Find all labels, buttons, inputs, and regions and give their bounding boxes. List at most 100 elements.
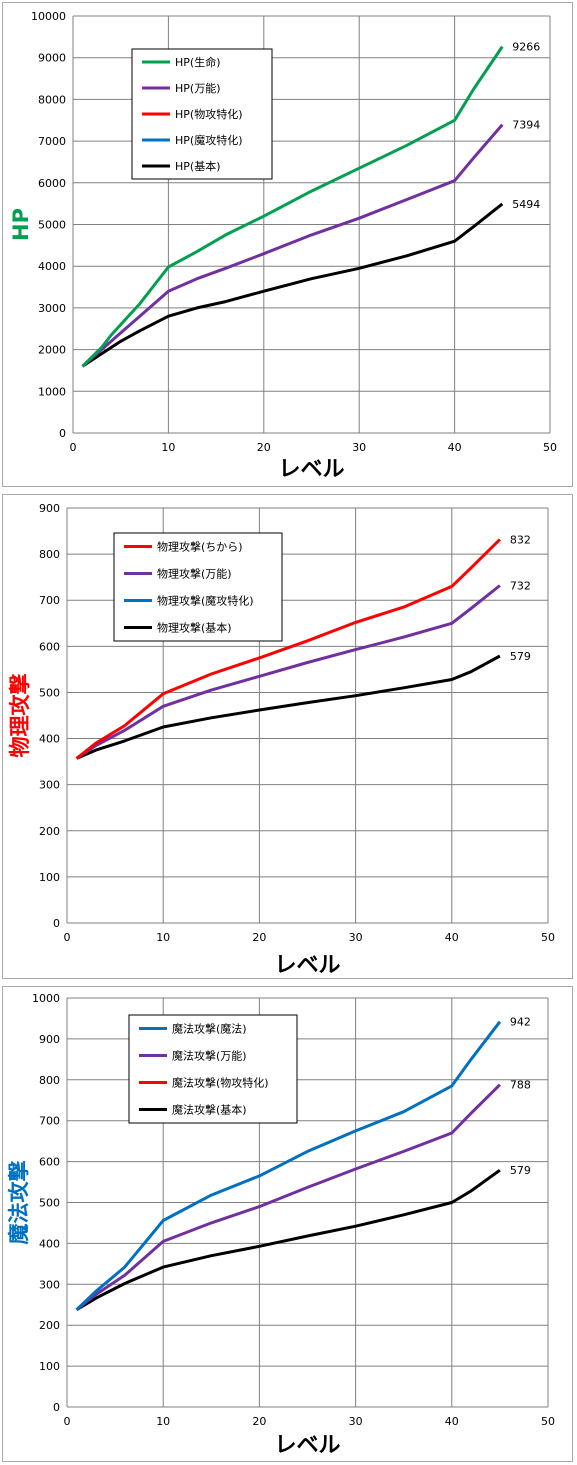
x-tick-label: 40 bbox=[445, 1415, 459, 1428]
legend-label: 魔法攻撃(基本) bbox=[172, 1103, 247, 1117]
y-tick-label: 500 bbox=[39, 686, 60, 699]
y-axis-label: 物理攻撃 bbox=[8, 674, 32, 758]
y-tick-label: 0 bbox=[59, 427, 66, 440]
legend-label: 魔法攻撃(魔法) bbox=[172, 1022, 247, 1036]
x-axis-label: レベル bbox=[274, 1433, 340, 1458]
y-tick-label: 900 bbox=[39, 1033, 60, 1046]
y-tick-label: 500 bbox=[39, 1197, 60, 1210]
x-tick-label: 10 bbox=[156, 931, 170, 944]
x-axis-label: レベル bbox=[274, 953, 340, 978]
end-data-label: 942 bbox=[510, 1016, 531, 1029]
x-tick-label: 30 bbox=[352, 441, 366, 454]
magic-attack-chart-panel: 0 10 20 30 40 50 0 100 200 300 400 500 600 700 800 900 1… bbox=[2, 986, 573, 1462]
series-line bbox=[76, 654, 501, 760]
x-tick-label: 40 bbox=[445, 931, 459, 944]
legend-label: 物理攻撃(万能) bbox=[157, 567, 232, 581]
end-data-label: 5494 bbox=[512, 198, 540, 211]
end-data-label: 732 bbox=[510, 579, 531, 592]
legend: 魔法攻撃(魔法) 魔法攻撃(万能) 魔法攻撃(物攻特化) 魔法攻撃(基本) bbox=[128, 1014, 298, 1124]
legend-label: HP(万能) bbox=[175, 81, 221, 95]
y-tick-label: 900 bbox=[39, 502, 60, 515]
y-tick-label: 400 bbox=[39, 733, 60, 746]
x-tick-label: 20 bbox=[257, 441, 271, 454]
x-tick-label: 40 bbox=[448, 441, 462, 454]
y-tick-label: 300 bbox=[39, 779, 60, 792]
series-line bbox=[81, 45, 504, 368]
series-line bbox=[81, 123, 504, 368]
x-tick-label: 50 bbox=[543, 441, 557, 454]
end-data-label: 788 bbox=[510, 1079, 531, 1092]
y-tick-label: 8000 bbox=[38, 93, 66, 106]
series-line bbox=[75, 1168, 501, 1311]
x-tick-label: 30 bbox=[349, 931, 363, 944]
y-tick-label: 600 bbox=[39, 1156, 60, 1169]
physical-attack-chart-panel: 0 10 20 30 40 50 0 100 200 300 400 500 600 700 800 900 レ… bbox=[2, 494, 573, 979]
legend-label: 物理攻撃(基本) bbox=[157, 621, 232, 635]
y-tick-label: 2000 bbox=[38, 344, 66, 357]
legend-label: HP(魔攻特化) bbox=[175, 133, 243, 147]
y-tick-label: 9000 bbox=[38, 52, 66, 65]
x-axis-label: レベル bbox=[278, 457, 344, 482]
series-line bbox=[81, 202, 504, 368]
y-tick-label: 400 bbox=[39, 1237, 60, 1250]
end-data-label: 579 bbox=[510, 1164, 531, 1177]
series-line bbox=[75, 1083, 501, 1311]
x-tick-label: 20 bbox=[252, 1415, 266, 1428]
legend-box bbox=[128, 1014, 298, 1124]
legend-box bbox=[113, 532, 283, 642]
legend-label: 物理攻撃(ちから) bbox=[157, 540, 243, 554]
x-tick-label: 0 bbox=[64, 1415, 71, 1428]
end-data-label: 7394 bbox=[512, 119, 540, 132]
magic-attack-chart: 0 10 20 30 40 5001002003004005006007008009001… bbox=[7, 992, 555, 1458]
y-tick-label: 3000 bbox=[38, 302, 66, 315]
x-tick-label: 20 bbox=[252, 931, 266, 944]
x-tick-label: 30 bbox=[349, 1415, 363, 1428]
y-axis-label: HP bbox=[9, 208, 33, 241]
x-tick-label: 50 bbox=[541, 931, 555, 944]
y-tick-label: 100 bbox=[39, 1360, 60, 1373]
y-tick-label: 800 bbox=[39, 1074, 60, 1087]
x-tick-label: 0 bbox=[64, 931, 71, 944]
legend: 物理攻撃(ちから) 物理攻撃(万能) 物理攻撃(魔攻特化) 物理攻撃(基本) bbox=[113, 532, 283, 642]
y-tick-label: 1000 bbox=[38, 385, 66, 398]
y-axis-label: 魔法攻撃 bbox=[7, 1161, 31, 1245]
y-tick-label: 10000 bbox=[31, 10, 66, 23]
x-tick-label: 0 bbox=[70, 441, 77, 454]
end-data-label: 9266 bbox=[512, 41, 540, 54]
y-tick-label: 0 bbox=[53, 1401, 60, 1414]
series-line bbox=[75, 1020, 502, 1311]
x-tick-label: 50 bbox=[541, 1415, 555, 1428]
hp-chart-panel: 0 10 20 30 40 50 0 1000 2000 3000 4000 5000 6000 7000… bbox=[2, 2, 573, 487]
y-tick-label: 1000 bbox=[32, 992, 60, 1005]
grid bbox=[72, 15, 551, 434]
end-data-label: 832 bbox=[510, 533, 531, 546]
y-tick-label: 800 bbox=[39, 548, 60, 561]
legend-label: HP(基本) bbox=[175, 159, 221, 173]
series-line bbox=[75, 584, 501, 760]
y-tick-label: 300 bbox=[39, 1278, 60, 1291]
legend-label: 物理攻撃(魔攻特化) bbox=[157, 594, 254, 608]
y-tick-label: 6000 bbox=[38, 177, 66, 190]
y-tick-label: 600 bbox=[39, 640, 60, 653]
y-tick-label: 4000 bbox=[38, 260, 66, 273]
legend: HP(生命) HP(万能) HP(物攻特化) HP(魔攻特化) HP(基本) bbox=[131, 48, 273, 180]
legend-label: HP(物攻特化) bbox=[175, 107, 243, 121]
y-tick-label: 5000 bbox=[38, 219, 66, 232]
y-tick-label: 200 bbox=[39, 1319, 60, 1332]
physical-attack-chart: 0 10 20 30 40 500100200300400500600700800900レ… bbox=[8, 502, 555, 978]
y-tick-label: 0 bbox=[53, 917, 60, 930]
y-tick-label: 700 bbox=[39, 594, 60, 607]
series-line bbox=[75, 538, 501, 760]
y-tick-label: 200 bbox=[39, 825, 60, 838]
end-data-label: 579 bbox=[510, 650, 531, 663]
legend-label: HP(生命) bbox=[175, 55, 221, 69]
x-tick-label: 10 bbox=[156, 1415, 170, 1428]
hp-chart: 0 10 20 30 40 50 0 1000 2000 3000 4000 5000 6000 7000… bbox=[9, 10, 557, 482]
legend-label: 魔法攻撃(万能) bbox=[172, 1049, 247, 1063]
y-tick-label: 700 bbox=[39, 1115, 60, 1128]
grid bbox=[66, 997, 549, 1408]
y-tick-label: 7000 bbox=[38, 135, 66, 148]
x-tick-label: 10 bbox=[161, 441, 175, 454]
y-tick-label: 100 bbox=[39, 871, 60, 884]
legend-label: 魔法攻撃(物攻特化) bbox=[172, 1076, 269, 1090]
